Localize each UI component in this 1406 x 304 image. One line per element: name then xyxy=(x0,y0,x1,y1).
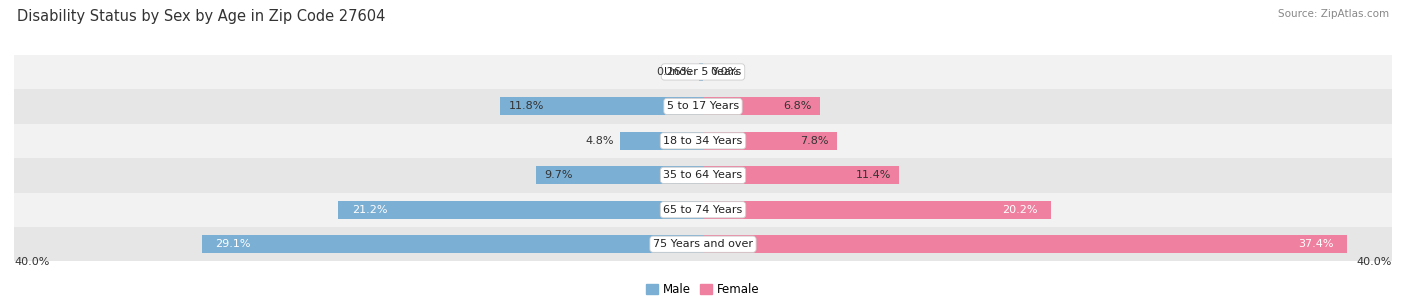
Text: 0.0%: 0.0% xyxy=(710,67,738,77)
Bar xyxy=(14,89,1392,124)
Legend: Male, Female: Male, Female xyxy=(641,278,765,301)
Bar xyxy=(699,63,703,81)
Text: 4.8%: 4.8% xyxy=(585,136,613,146)
Bar xyxy=(703,201,1050,219)
Bar xyxy=(499,98,703,115)
Bar xyxy=(703,98,820,115)
Text: 21.2%: 21.2% xyxy=(352,205,387,215)
Text: 18 to 34 Years: 18 to 34 Years xyxy=(664,136,742,146)
Bar xyxy=(337,201,703,219)
Text: Source: ZipAtlas.com: Source: ZipAtlas.com xyxy=(1278,9,1389,19)
Text: 11.8%: 11.8% xyxy=(509,102,544,111)
Text: 20.2%: 20.2% xyxy=(1001,205,1038,215)
Text: 35 to 64 Years: 35 to 64 Years xyxy=(664,170,742,180)
Bar xyxy=(14,55,1392,89)
Bar xyxy=(620,132,703,150)
Text: 9.7%: 9.7% xyxy=(544,170,574,180)
Text: 75 Years and over: 75 Years and over xyxy=(652,239,754,249)
Text: 11.4%: 11.4% xyxy=(855,170,891,180)
Bar xyxy=(14,124,1392,158)
Bar xyxy=(202,235,703,253)
Bar xyxy=(14,158,1392,192)
Text: 29.1%: 29.1% xyxy=(215,239,252,249)
Bar xyxy=(703,166,900,184)
Text: 40.0%: 40.0% xyxy=(14,257,49,267)
Text: 65 to 74 Years: 65 to 74 Years xyxy=(664,205,742,215)
Bar xyxy=(703,235,1347,253)
Bar xyxy=(14,227,1392,261)
Text: 0.26%: 0.26% xyxy=(657,67,692,77)
Text: 5 to 17 Years: 5 to 17 Years xyxy=(666,102,740,111)
Text: 7.8%: 7.8% xyxy=(800,136,828,146)
Text: 40.0%: 40.0% xyxy=(1357,257,1392,267)
Text: 37.4%: 37.4% xyxy=(1298,239,1333,249)
Bar xyxy=(536,166,703,184)
Text: 6.8%: 6.8% xyxy=(783,102,811,111)
Bar xyxy=(14,192,1392,227)
Bar xyxy=(703,132,838,150)
Text: Under 5 Years: Under 5 Years xyxy=(665,67,741,77)
Text: Disability Status by Sex by Age in Zip Code 27604: Disability Status by Sex by Age in Zip C… xyxy=(17,9,385,24)
